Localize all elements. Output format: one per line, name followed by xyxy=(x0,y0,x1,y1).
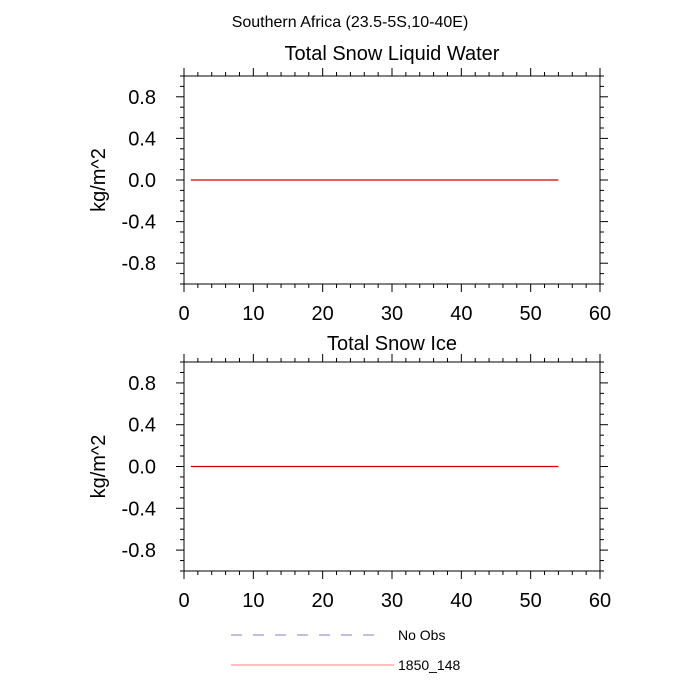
x-tick-label: 40 xyxy=(450,590,472,612)
y-tick-label: -0.4 xyxy=(122,212,156,234)
y-tick-label: -0.8 xyxy=(122,253,156,275)
y-tick-label: 0.8 xyxy=(128,373,156,395)
x-tick-label: 0 xyxy=(178,590,189,612)
x-tick-label: 0 xyxy=(178,303,189,325)
legend: No Obs 1850_148 xyxy=(231,627,461,673)
y-axis-label: kg/m^2 xyxy=(88,148,110,212)
y-tick-label: 0.8 xyxy=(128,87,156,109)
y-tick-label: 0.0 xyxy=(128,170,156,192)
y-tick-label: 0.4 xyxy=(128,415,156,437)
y-axis-label: kg/m^2 xyxy=(88,435,110,499)
x-tick-label: 30 xyxy=(381,303,403,325)
legend-label-1: No Obs xyxy=(398,627,445,643)
chart-title: Total Snow Liquid Water xyxy=(285,43,500,65)
x-tick-label: 60 xyxy=(589,303,611,325)
x-tick-label: 40 xyxy=(450,303,472,325)
x-tick-label: 20 xyxy=(312,303,334,325)
main-title: Southern Africa (23.5-5S,10-40E) xyxy=(232,14,469,31)
x-tick-label: 20 xyxy=(312,590,334,612)
x-tick-label: 10 xyxy=(242,303,264,325)
chart-panel-2: Total Snow Ice kg/m^2 0 10 20 30 40 50 60 0.8 0.4 0… xyxy=(88,333,611,612)
y-tick-label: 0.0 xyxy=(128,457,156,479)
x-tick-label: 60 xyxy=(589,590,611,612)
x-tick-label: 10 xyxy=(242,590,264,612)
chart-title: Total Snow Ice xyxy=(327,333,457,355)
x-tick-label: 30 xyxy=(381,590,403,612)
x-tick-label: 50 xyxy=(520,303,542,325)
y-tick-label: -0.4 xyxy=(122,498,156,520)
panels: Total Snow Liquid Water kg/m^2 0 10 20 30 40 50… xyxy=(88,43,611,612)
x-tick-label: 50 xyxy=(520,590,542,612)
legend-label-2: 1850_148 xyxy=(398,657,461,673)
y-tick-label: -0.8 xyxy=(122,540,156,562)
chart-panel-1: Total Snow Liquid Water kg/m^2 0 10 20 30 40 50… xyxy=(88,43,611,325)
y-tick-label: 0.4 xyxy=(128,128,156,150)
